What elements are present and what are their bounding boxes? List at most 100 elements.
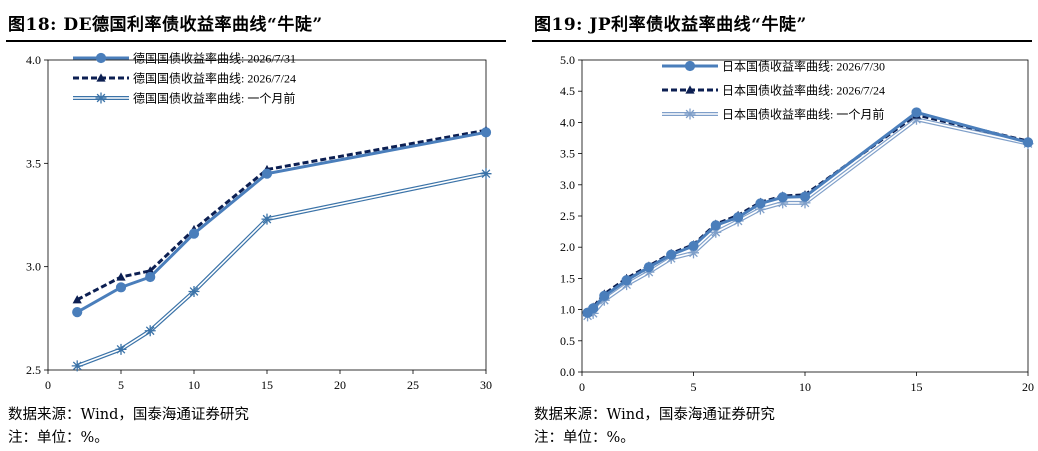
legend-label: 日本国债收益率曲线: 2026/7/24 bbox=[722, 83, 885, 98]
series-line bbox=[76, 128, 487, 302]
chart-title: 图18: DE德国利率债收益率曲线“牛陡” bbox=[8, 15, 323, 35]
jp-yield-curve-chart: 0.0 0.5 1.0 1.5 2.0 2.5 3.0 3.5 4.0 4.5 5.0 0 5 10 15 2… bbox=[560, 53, 1034, 394]
data-point bbox=[755, 198, 766, 209]
unit-note: 注：单位：%。 bbox=[8, 430, 109, 446]
data-point bbox=[96, 73, 106, 82]
series-line bbox=[586, 113, 1029, 314]
x-tick-label: 10 bbox=[799, 380, 811, 394]
title-divider bbox=[532, 40, 1032, 42]
series-line bbox=[586, 110, 1029, 314]
x-tick-label: 20 bbox=[1022, 380, 1034, 394]
data-point bbox=[588, 303, 599, 314]
data-point bbox=[95, 92, 107, 104]
y-tick-label: 3.0 bbox=[560, 178, 575, 192]
x-tick-label: 30 bbox=[480, 378, 492, 392]
series-2 bbox=[582, 110, 1033, 316]
series-1 bbox=[582, 107, 1034, 318]
data-point bbox=[480, 168, 492, 180]
y-tick-label: 3.5 bbox=[26, 156, 41, 170]
y-tick-label: 3.0 bbox=[26, 260, 41, 274]
series-line bbox=[586, 117, 1029, 318]
y-tick-label: 0.0 bbox=[560, 365, 575, 379]
data-point bbox=[684, 60, 696, 72]
legend-label: 日本国债收益率曲线: 一个月前 bbox=[722, 107, 884, 122]
source-note: 数据来源：Wind，国泰海通证券研究 bbox=[534, 407, 775, 423]
data-point bbox=[799, 197, 811, 209]
y-tick-label: 2.0 bbox=[560, 240, 575, 254]
y-tick-label: 5.0 bbox=[560, 53, 575, 67]
data-point bbox=[261, 213, 273, 225]
data-point bbox=[71, 360, 83, 372]
data-point bbox=[480, 127, 492, 138]
x-tick-label: 0 bbox=[579, 380, 585, 394]
x-tick-label: 0 bbox=[45, 378, 51, 392]
de-yield-curve-chart: 2.5 3.0 3.5 4.0 0 5 10 15 20 25 30 德国国债收益率曲线: 2026/… bbox=[26, 51, 492, 393]
x-tick-label: 15 bbox=[911, 380, 923, 394]
x-tick-label: 25 bbox=[407, 378, 419, 392]
data-point bbox=[115, 282, 127, 293]
data-point bbox=[688, 240, 699, 252]
legend: 德国国债收益率曲线: 2026/7/31 德国国债收益率曲线: 2026/7/24… bbox=[73, 51, 296, 106]
chart-title: 图19: JP利率债收益率曲线“牛陡” bbox=[534, 15, 807, 35]
data-point bbox=[777, 192, 788, 203]
data-point bbox=[144, 325, 156, 337]
legend-label: 日本国债收益率曲线: 2026/7/30 bbox=[722, 59, 885, 74]
y-tick-label: 3.5 bbox=[560, 147, 575, 161]
series-3 bbox=[582, 113, 1034, 322]
data-point bbox=[599, 290, 610, 301]
y-tick-label: 2.5 bbox=[26, 363, 41, 377]
unit-note: 注：单位：%。 bbox=[534, 430, 635, 446]
series-3 bbox=[71, 168, 492, 372]
data-point bbox=[115, 343, 127, 355]
data-point bbox=[685, 85, 695, 94]
series-1 bbox=[72, 127, 492, 318]
x-tick-label: 20 bbox=[334, 378, 346, 392]
data-point bbox=[688, 247, 699, 259]
title-divider bbox=[6, 40, 506, 42]
data-point bbox=[710, 226, 722, 238]
legend-label: 德国国债收益率曲线: 2026/7/31 bbox=[133, 51, 296, 66]
data-point bbox=[1022, 137, 1034, 148]
legend-label: 德国国债收益率曲线: 2026/7/24 bbox=[133, 71, 296, 86]
data-point bbox=[666, 249, 677, 260]
data-point bbox=[733, 212, 744, 223]
data-point bbox=[621, 275, 632, 286]
data-point bbox=[72, 295, 82, 304]
data-point bbox=[72, 307, 83, 318]
data-point bbox=[261, 168, 273, 179]
y-tick-label: 0.5 bbox=[560, 334, 575, 348]
x-tick-label: 15 bbox=[261, 378, 273, 392]
data-point bbox=[911, 113, 922, 125]
data-point bbox=[145, 266, 155, 275]
source-note: 数据来源：Wind，国泰海通证券研究 bbox=[8, 407, 249, 423]
data-point bbox=[188, 285, 200, 297]
x-tick-label: 5 bbox=[691, 380, 697, 394]
data-point bbox=[145, 271, 156, 283]
series-line bbox=[76, 130, 487, 314]
data-point bbox=[911, 107, 922, 118]
data-point bbox=[116, 272, 126, 281]
y-tick-label: 2.5 bbox=[560, 209, 575, 223]
legend-label: 德国国债收益率曲线: 一个月前 bbox=[133, 91, 295, 106]
legend: 日本国债收益率曲线: 2026/7/30 日本国债收益率曲线: 2026/7/24… bbox=[662, 59, 885, 122]
chart-panel-jp: 图19: JP利率债收益率曲线“牛陡” 0.0 0.5 1.0 1.5 2.0 2.5 3.… bbox=[526, 0, 1038, 451]
data-point bbox=[754, 203, 766, 215]
y-tick-label: 4.0 bbox=[560, 115, 575, 129]
y-tick-label: 4.0 bbox=[26, 53, 41, 67]
series-line-inner bbox=[587, 118, 1029, 317]
data-point bbox=[643, 262, 655, 273]
chart-panel-de: 图18: DE德国利率债收益率曲线“牛陡” 2.5 3.0 3.5 4.0 0 5 10 15… bbox=[0, 0, 512, 451]
data-point bbox=[799, 191, 811, 202]
data-point bbox=[777, 197, 789, 209]
data-point bbox=[684, 108, 696, 120]
y-tick-label: 1.0 bbox=[560, 303, 575, 317]
data-point bbox=[710, 220, 721, 231]
data-point bbox=[95, 52, 107, 64]
data-point bbox=[188, 228, 200, 239]
y-tick-label: 1.5 bbox=[560, 271, 575, 285]
series-line bbox=[76, 171, 487, 368]
y-tick-label: 4.5 bbox=[560, 84, 575, 98]
x-tick-label: 5 bbox=[118, 378, 124, 392]
series-line-inner bbox=[76, 172, 487, 367]
x-tick-label: 10 bbox=[188, 378, 200, 392]
